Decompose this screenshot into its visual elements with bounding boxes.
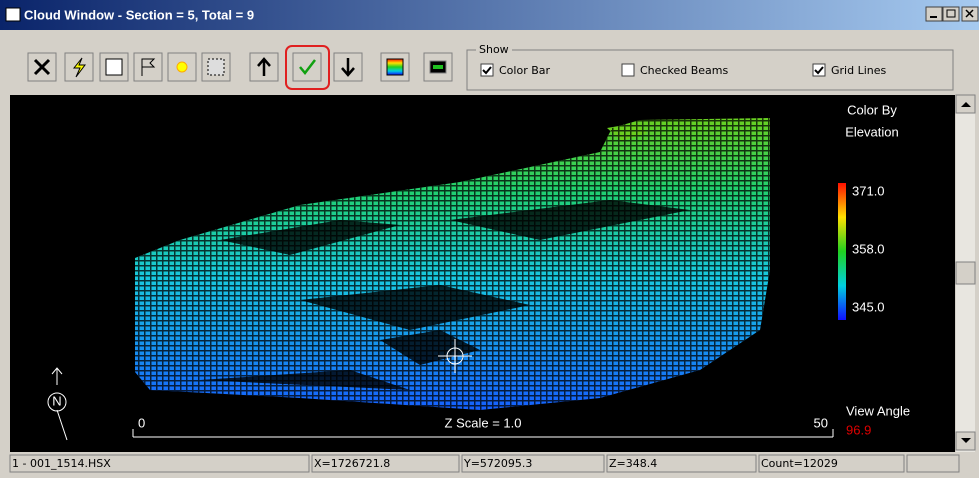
scrollbar[interactable] — [956, 95, 975, 452]
status-text: Z=348.4 — [609, 457, 657, 470]
color-bar-title: Elevation — [845, 124, 898, 139]
status-text: X=1726721.8 — [314, 457, 390, 470]
app-icon — [6, 8, 20, 21]
compass-label: N — [52, 393, 61, 408]
color-bar-title: Color By — [847, 102, 897, 117]
status-bar: 1 - 001_1514.HSX X=1726721.8 Y=572095.3 Z=3… — [10, 455, 959, 472]
group-label: Show — [479, 43, 509, 56]
window-title: Cloud Window - Section = 5, Total = 9 — [24, 7, 254, 22]
color-bar-label: 358.0 — [852, 241, 885, 256]
scale-start: 0 — [138, 415, 145, 430]
color-bar-label: 371.0 — [852, 183, 885, 198]
checkbox-label: Color Bar — [499, 64, 551, 77]
status-field — [907, 455, 959, 472]
status-text: Count=12029 — [761, 457, 838, 470]
status-text: Y=572095.3 — [463, 457, 532, 470]
toolbar — [28, 46, 452, 89]
checkbox[interactable] — [813, 64, 825, 76]
status-text: 1 - 001_1514.HSX — [12, 457, 111, 470]
window-controls[interactable] — [926, 7, 978, 21]
page: Cloud Window - Section = 5, Total = 9 Sh… — [0, 0, 979, 474]
scale-end: 50 — [814, 415, 828, 430]
checkbox-label: Grid Lines — [831, 64, 887, 77]
scale-label: Z Scale = 1.0 — [445, 415, 522, 430]
cloud-window: Cloud Window - Section = 5, Total = 9 Sh… — [0, 0, 979, 474]
view-angle-value: 96.9 — [846, 422, 871, 437]
tool-button[interactable] — [293, 53, 321, 81]
checkbox[interactable] — [481, 64, 493, 76]
checkbox-label: Checked Beams — [640, 64, 728, 77]
color-bar-label: 345.0 — [852, 299, 885, 314]
checkbox[interactable] — [622, 64, 634, 76]
view-angle-label: View Angle — [846, 403, 910, 418]
